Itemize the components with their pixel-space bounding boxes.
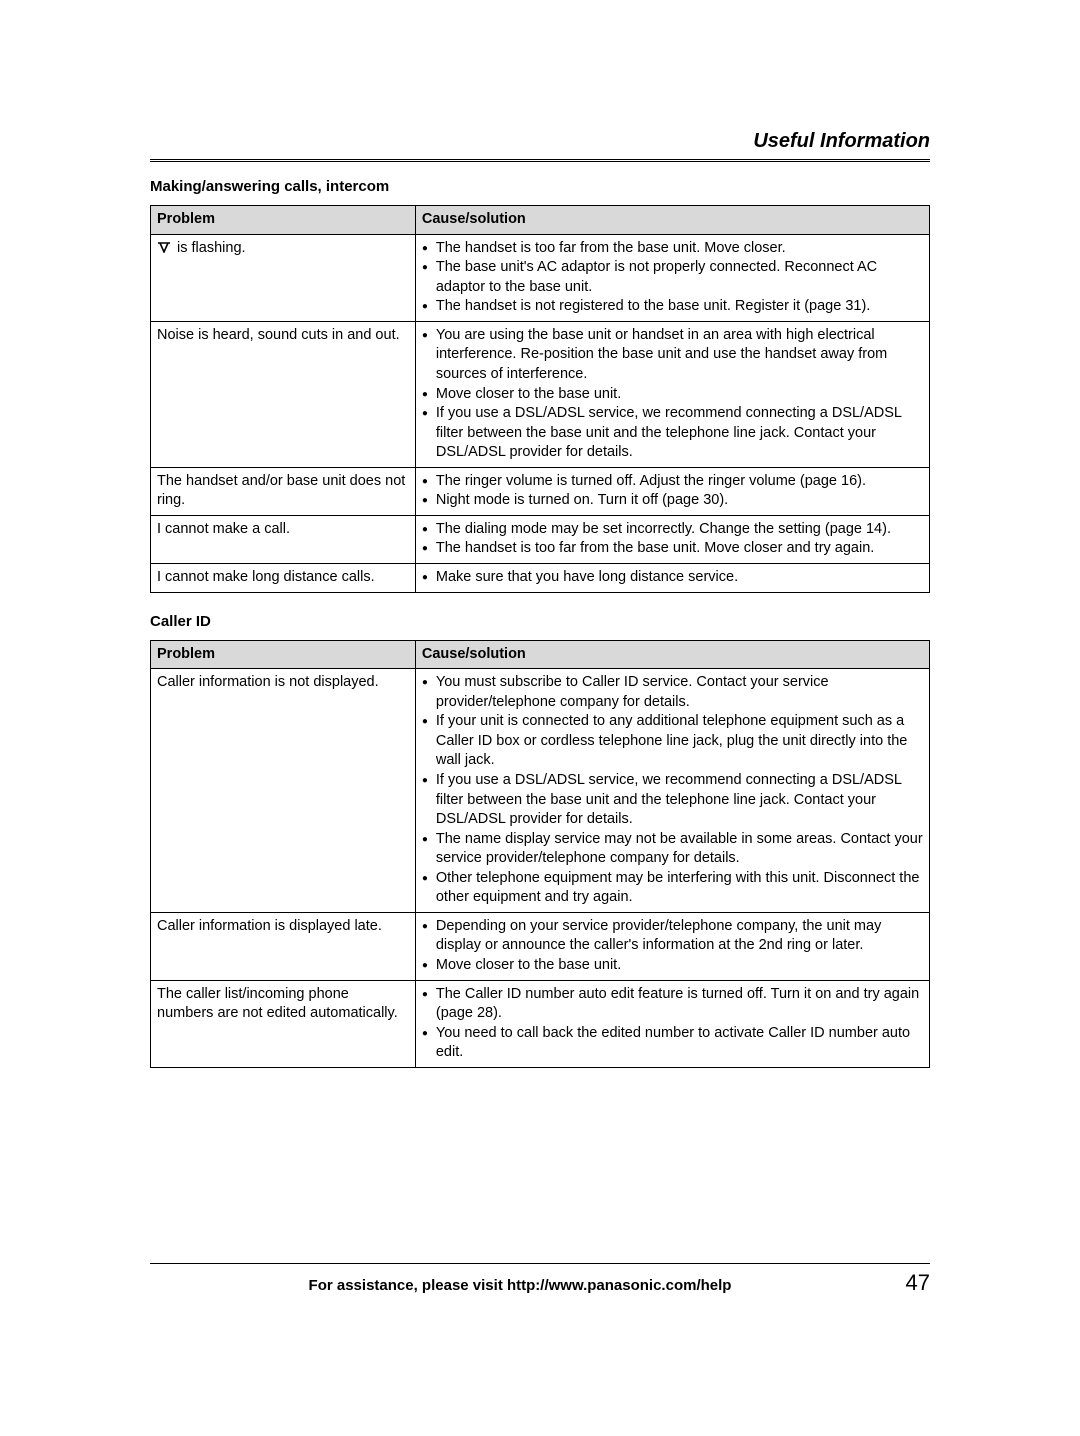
list-item: Move closer to the base unit. bbox=[422, 385, 923, 405]
cell-solution: You are using the base unit or handset i… bbox=[415, 321, 929, 467]
list-item: If you use a DSL/ADSL service, we recomm… bbox=[422, 771, 923, 830]
list-item: You need to call back the edited number … bbox=[422, 1024, 923, 1063]
list-item: Depending on your service provider/telep… bbox=[422, 917, 923, 956]
table-row: The caller list/incoming phone numbers a… bbox=[151, 980, 930, 1067]
signal-icon bbox=[157, 240, 171, 260]
cell-solution: Make sure that you have long distance se… bbox=[415, 564, 929, 593]
cell-solution: The Caller ID number auto edit feature i… bbox=[415, 980, 929, 1067]
table-row: Caller information is displayed late. De… bbox=[151, 912, 930, 980]
list-item: You are using the base unit or handset i… bbox=[422, 326, 923, 385]
list-item: Move closer to the base unit. bbox=[422, 956, 923, 976]
list-item: If you use a DSL/ADSL service, we recomm… bbox=[422, 404, 923, 463]
table-header-row: Problem Cause/solution bbox=[151, 640, 930, 669]
cell-problem: The handset and/or base unit does not ri… bbox=[151, 467, 416, 515]
list-item: The dialing mode may be set incorrectly.… bbox=[422, 520, 923, 540]
list-item: Make sure that you have long distance se… bbox=[422, 568, 923, 588]
table-row: Noise is heard, sound cuts in and out. Y… bbox=[151, 321, 930, 467]
table-callerid: Problem Cause/solution Caller informatio… bbox=[150, 640, 930, 1068]
table-row: I cannot make long distance calls. Make … bbox=[151, 564, 930, 593]
cell-solution: The ringer volume is turned off. Adjust … bbox=[415, 467, 929, 515]
problem-text: is flashing. bbox=[173, 240, 246, 256]
th-solution: Cause/solution bbox=[415, 206, 929, 235]
list-item: The handset is too far from the base uni… bbox=[422, 239, 923, 259]
list-item: The Caller ID number auto edit feature i… bbox=[422, 985, 923, 1024]
cell-solution: The dialing mode may be set incorrectly.… bbox=[415, 515, 929, 563]
list-item: You must subscribe to Caller ID service.… bbox=[422, 673, 923, 712]
table-calls: Problem Cause/solution is flashing. The … bbox=[150, 205, 930, 593]
cell-problem: Noise is heard, sound cuts in and out. bbox=[151, 321, 416, 467]
list-item: The name display service may not be avai… bbox=[422, 830, 923, 869]
cell-problem: Caller information is not displayed. bbox=[151, 669, 416, 913]
table-row: Caller information is not displayed. You… bbox=[151, 669, 930, 913]
th-problem: Problem bbox=[151, 640, 416, 669]
th-solution: Cause/solution bbox=[415, 640, 929, 669]
cell-problem: I cannot make long distance calls. bbox=[151, 564, 416, 593]
list-item: Other telephone equipment may be interfe… bbox=[422, 869, 923, 908]
table-row: I cannot make a call. The dialing mode m… bbox=[151, 515, 930, 563]
cell-solution: The handset is too far from the base uni… bbox=[415, 234, 929, 321]
list-item: The ringer volume is turned off. Adjust … bbox=[422, 472, 923, 492]
list-item: The handset is not registered to the bas… bbox=[422, 297, 923, 317]
th-problem: Problem bbox=[151, 206, 416, 235]
list-item: If your unit is connected to any additio… bbox=[422, 712, 923, 771]
section-title-calls: Making/answering calls, intercom bbox=[150, 178, 930, 195]
cell-problem: I cannot make a call. bbox=[151, 515, 416, 563]
page-title: Useful Information bbox=[150, 130, 930, 162]
cell-problem: The caller list/incoming phone numbers a… bbox=[151, 980, 416, 1067]
footer: For assistance, please visit http://www.… bbox=[150, 1263, 930, 1296]
list-item: The base unit's AC adaptor is not proper… bbox=[422, 258, 923, 297]
cell-problem: Caller information is displayed late. bbox=[151, 912, 416, 980]
list-item: Night mode is turned on. Turn it off (pa… bbox=[422, 491, 923, 511]
section-title-callerid: Caller ID bbox=[150, 613, 930, 630]
table-row: The handset and/or base unit does not ri… bbox=[151, 467, 930, 515]
list-item: The handset is too far from the base uni… bbox=[422, 539, 923, 559]
table-row: is flashing. The handset is too far from… bbox=[151, 234, 930, 321]
footer-page: 47 bbox=[890, 1270, 930, 1296]
cell-problem: is flashing. bbox=[151, 234, 416, 321]
table-header-row: Problem Cause/solution bbox=[151, 206, 930, 235]
cell-solution: You must subscribe to Caller ID service.… bbox=[415, 669, 929, 913]
footer-text: For assistance, please visit http://www.… bbox=[150, 1277, 890, 1294]
page: Useful Information Making/answering call… bbox=[0, 0, 1080, 1436]
cell-solution: Depending on your service provider/telep… bbox=[415, 912, 929, 980]
